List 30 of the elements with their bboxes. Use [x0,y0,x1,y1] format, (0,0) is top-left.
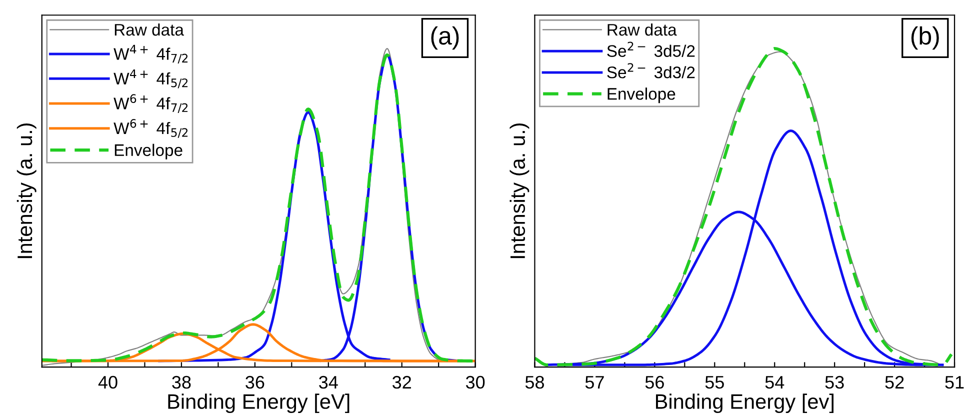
annotation: (b) [911,26,939,50]
legend-label: Envelope [114,144,182,160]
x-tick-label: 52 [885,376,904,389]
x-tick-label: 56 [645,376,664,389]
x-axis-title: Binding Energy [ev] [656,394,834,414]
x-axis-title: Binding Energy [eV] [168,394,350,414]
x-tick-label: 32 [392,376,411,389]
legend-label: Raw data [114,23,184,36]
y-axis-title: Intensity (a. u.) [16,123,36,258]
x-tick-label: 34 [319,376,338,389]
x-tick-label: 55 [705,376,724,389]
legend-label: Envelope [608,88,676,104]
x-tick-label: 30 [466,376,485,389]
x-tick-label: 53 [825,376,844,389]
legend-label: Se$^{2−}$ 3d3/2 [607,63,695,78]
legend-label: W$^{4+}$ 4f$_{7/2}$ [114,44,188,64]
legend-label: Raw data [608,23,677,36]
legend-label: W$^{6+}$ 4f$_{5/2}$ [114,118,188,138]
x-tick-label: 54 [765,376,784,389]
x-tick-label: 51 [945,376,964,389]
y-axis-title: Intensity (a. u.) [510,123,530,258]
x-tick-label: 58 [525,376,544,389]
legend-label: Se$^{2−}$ 3d5/2 [607,42,695,57]
x-tick-label: 57 [585,376,604,389]
x-tick-label: 36 [246,376,264,389]
x-tick-label: 38 [172,376,191,389]
legend-label: W$^{4+}$ 4f$_{5/2}$ [114,69,188,88]
annotation: (a) [431,26,459,50]
x-tick-label: 40 [98,376,118,389]
legend-label: W$^{6+}$ 4f$_{7/2}$ [114,94,188,114]
